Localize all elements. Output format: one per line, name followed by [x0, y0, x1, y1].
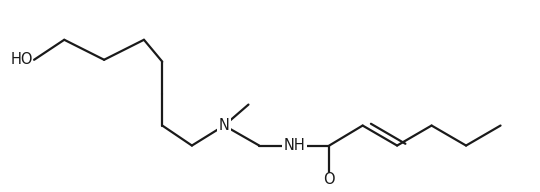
Text: N: N — [219, 118, 230, 133]
Text: O: O — [323, 172, 335, 187]
Text: HO: HO — [10, 52, 33, 67]
Text: NH: NH — [284, 138, 305, 153]
